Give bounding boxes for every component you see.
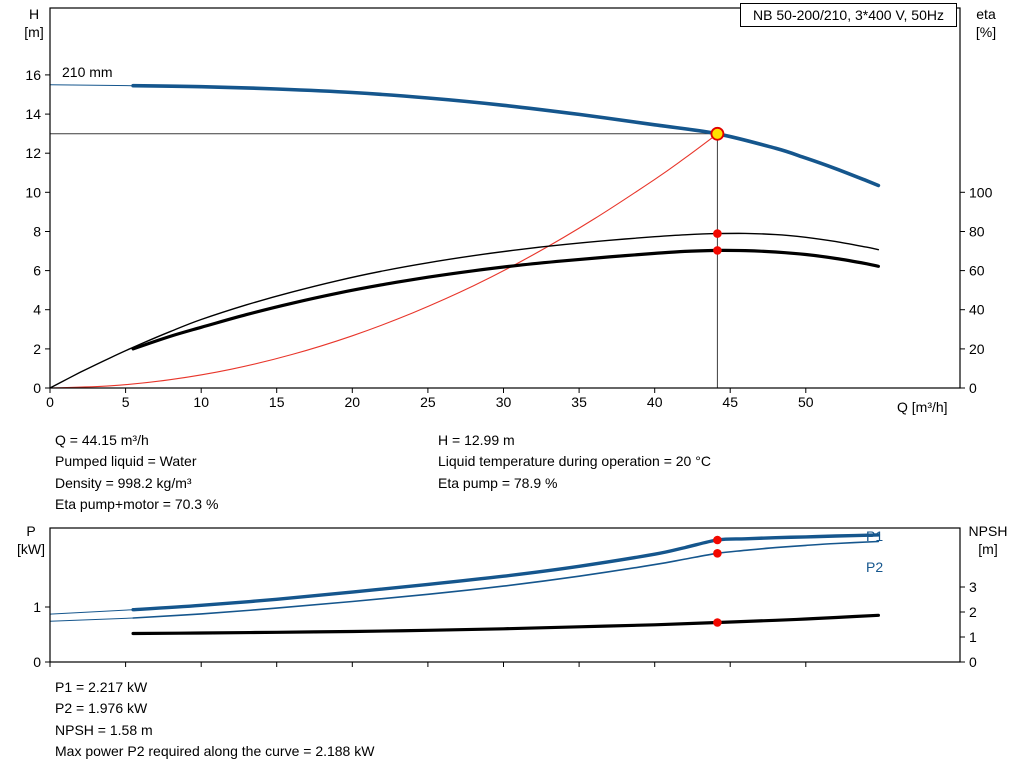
svg-text:2: 2 bbox=[33, 341, 41, 357]
svg-text:30: 30 bbox=[496, 394, 512, 410]
p-axis-label: P [kW] bbox=[8, 522, 54, 558]
svg-text:3: 3 bbox=[969, 579, 977, 595]
p2-curve-label: P2 bbox=[866, 559, 884, 575]
p1-value: P1 = 2.217 kW bbox=[55, 679, 148, 695]
svg-text:80: 80 bbox=[969, 224, 985, 240]
liquid-temperature: Liquid temperature during operation = 20… bbox=[438, 453, 711, 470]
svg-text:100: 100 bbox=[969, 184, 993, 200]
p2-value: P2 = 1.976 kW bbox=[55, 700, 148, 717]
duty-info-right: H = 12.99 m Liquid temperature during op… bbox=[438, 430, 711, 494]
eta-pump-point bbox=[713, 229, 722, 238]
eta-pump: Eta pump = 78.9 % bbox=[438, 474, 558, 491]
svg-text:6: 6 bbox=[33, 263, 41, 279]
svg-text:25: 25 bbox=[420, 394, 436, 410]
svg-text:2: 2 bbox=[969, 604, 977, 620]
svg-text:4: 4 bbox=[33, 302, 41, 318]
svg-text:10: 10 bbox=[25, 184, 41, 200]
svg-text:16: 16 bbox=[25, 67, 41, 83]
p2-curve bbox=[132, 540, 880, 619]
svg-text:0: 0 bbox=[46, 394, 54, 410]
h-axis-label: H [m] bbox=[12, 5, 56, 41]
svg-text:35: 35 bbox=[571, 394, 587, 410]
eta-axis-symbol: eta bbox=[976, 6, 996, 22]
eta-axis-unit: [%] bbox=[975, 24, 997, 40]
p1-curve-label: P1 bbox=[866, 528, 884, 544]
svg-text:0: 0 bbox=[969, 380, 977, 396]
npsh-point bbox=[713, 618, 722, 627]
p1-curve-lead bbox=[49, 609, 134, 615]
pump-model-box: NB 50-200/210, 3*400 V, 50Hz bbox=[740, 3, 957, 27]
duty-flow: Q = 44.15 m³/h bbox=[55, 432, 149, 448]
npsh-value: NPSH = 1.58 m bbox=[55, 721, 153, 738]
eta-pump-curve bbox=[49, 232, 880, 389]
p-axis-unit: [kW] bbox=[17, 541, 45, 557]
eta-pump-motor-point bbox=[713, 246, 722, 255]
svg-text:40: 40 bbox=[969, 302, 985, 318]
eta-pump-motor-curve bbox=[131, 248, 880, 351]
system-curve bbox=[49, 133, 718, 389]
svg-text:20: 20 bbox=[969, 341, 985, 357]
duty-point bbox=[710, 126, 725, 141]
max-power-note: Max power P2 required along the curve = … bbox=[55, 742, 375, 759]
svg-text:60: 60 bbox=[969, 263, 985, 279]
svg-text:8: 8 bbox=[33, 224, 41, 240]
svg-text:5: 5 bbox=[122, 394, 130, 410]
power-axis-ticks: 0 1 0 1 2 3 bbox=[33, 579, 977, 670]
svg-text:40: 40 bbox=[647, 394, 663, 410]
npsh-curve bbox=[131, 613, 880, 636]
duty-info-left: Q = 44.15 m³/h Pumped liquid = Water Den… bbox=[55, 430, 218, 515]
qh-axis-ticks: 0 5 10 15 20 25 30 35 40 45 50 0 2 4 6 8 10 12 14 16 0 20 40 60… bbox=[25, 67, 992, 410]
density: Density = 998.2 kg/m³ bbox=[55, 474, 192, 491]
p-axis-symbol: P bbox=[26, 523, 36, 539]
svg-text:14: 14 bbox=[25, 106, 41, 122]
svg-text:50: 50 bbox=[798, 394, 814, 410]
impeller-size-label: 210 mm bbox=[62, 64, 113, 80]
qh-chart: 0 5 10 15 20 25 30 35 40 45 50 0 2 4 6 8 10 12 14 16 0 20 40 60… bbox=[25, 7, 993, 410]
q-axis-label: Q [m³/h] bbox=[897, 399, 948, 415]
svg-text:1: 1 bbox=[33, 599, 41, 615]
power-info: P1 = 2.217 kW P2 = 1.976 kW NPSH = 1.58 … bbox=[55, 677, 374, 762]
svg-text:45: 45 bbox=[722, 394, 738, 410]
p2-point bbox=[713, 549, 722, 558]
npsh-axis-label: NPSH [m] bbox=[958, 522, 1018, 558]
svg-text:20: 20 bbox=[345, 394, 361, 410]
p1-point bbox=[713, 535, 722, 545]
svg-text:0: 0 bbox=[33, 654, 41, 670]
p1-curve bbox=[131, 533, 881, 612]
eta-pump-motor: Eta pump+motor = 70.3 % bbox=[55, 495, 219, 512]
npsh-axis-symbol: NPSH bbox=[968, 523, 1008, 539]
svg-text:12: 12 bbox=[25, 145, 41, 161]
h-axis-unit: [m] bbox=[24, 24, 44, 40]
power-chart: 0 1 0 1 2 3 bbox=[33, 527, 977, 670]
svg-text:0: 0 bbox=[33, 380, 41, 396]
npsh-axis-unit: [m] bbox=[978, 541, 998, 557]
h-axis-symbol: H bbox=[28, 6, 40, 22]
qh-plot-border bbox=[49, 7, 961, 389]
duty-head: H = 12.99 m bbox=[438, 432, 515, 448]
eta-axis-label: eta [%] bbox=[962, 5, 1010, 41]
svg-text:0: 0 bbox=[969, 654, 977, 670]
pumped-liquid: Pumped liquid = Water bbox=[55, 453, 197, 470]
p2-curve-lead bbox=[49, 617, 134, 622]
head-curve-lead bbox=[49, 84, 134, 87]
svg-text:10: 10 bbox=[193, 394, 209, 410]
head-curve-210mm bbox=[131, 83, 881, 188]
svg-text:1: 1 bbox=[969, 629, 977, 645]
svg-text:15: 15 bbox=[269, 394, 285, 410]
power-plot-border bbox=[49, 527, 961, 663]
